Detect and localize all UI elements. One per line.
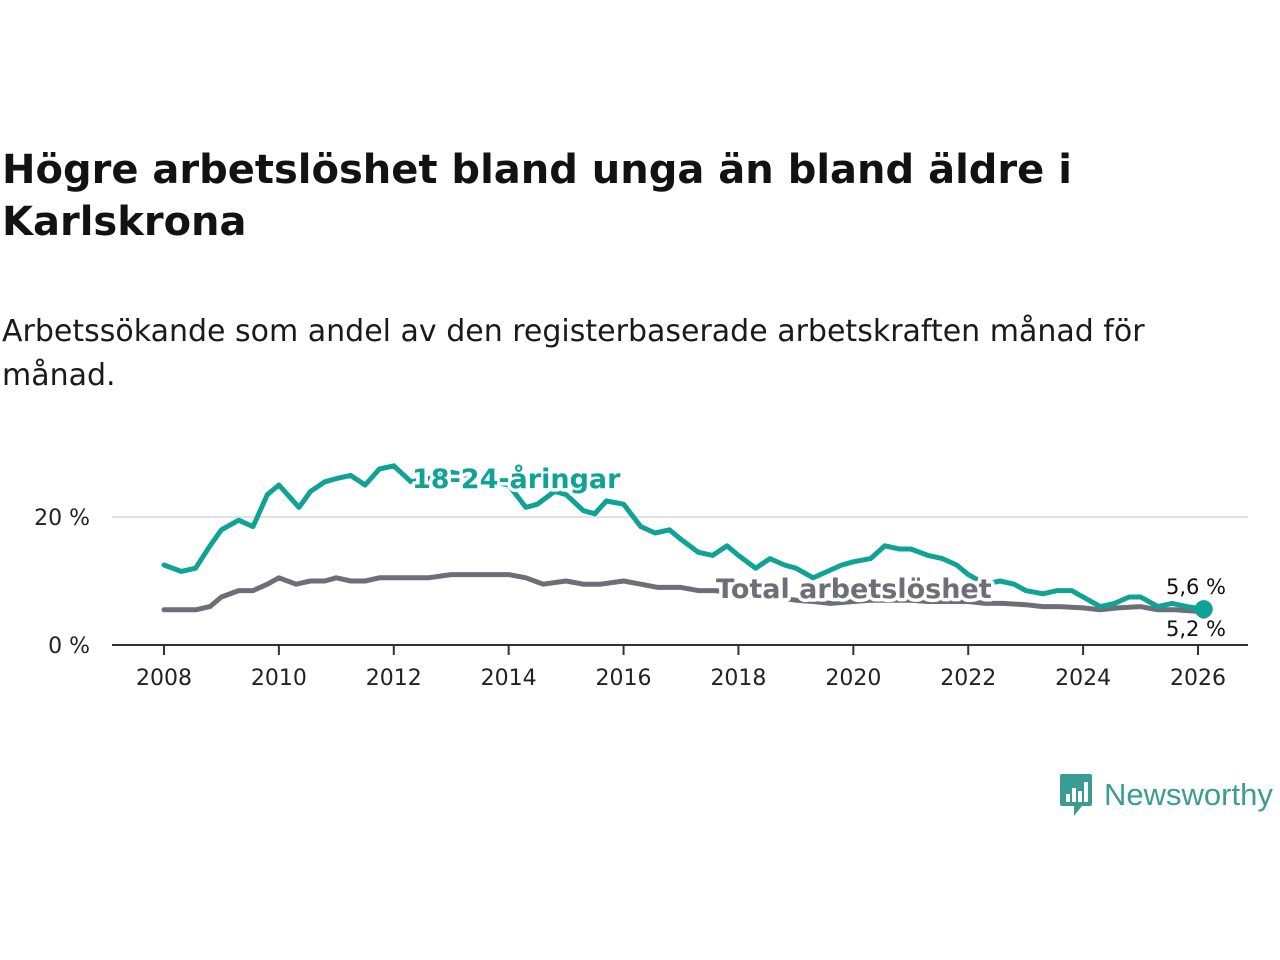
x-tick-label: 2016 (596, 666, 652, 691)
chart-subtitle: Arbetssökande som andel av den registerb… (2, 314, 1145, 393)
chart-title: Högre arbetslöshet bland unga än bland ä… (2, 147, 1072, 245)
series-label-total: Total arbetslöshet (716, 574, 992, 605)
newsworthy-logo-icon (1060, 774, 1092, 816)
end-label-total: 5,2 % (1166, 617, 1226, 641)
newsworthy-logo-text: Newsworthy (1104, 777, 1273, 812)
newsworthy-logo: Newsworthy (1058, 770, 1273, 820)
series-label-youth-halo: 18-24-åringar (412, 463, 621, 495)
end-point-youth (1194, 600, 1213, 619)
x-tick-label: 2024 (1055, 666, 1111, 691)
series-label-youth: 18-24-åringar (412, 463, 621, 495)
x-tick-label: 2022 (940, 666, 996, 691)
x-tick-label: 2014 (481, 666, 537, 691)
series-line-youth (161, 463, 1207, 612)
x-tick-label: 2012 (366, 666, 422, 691)
series-label-total-halo: Total arbetslöshet (716, 574, 992, 605)
end-label-youth: 5,6 % (1166, 575, 1226, 599)
series-line-total (161, 572, 1207, 615)
x-tick-label: 2018 (710, 666, 766, 691)
y-tick-label: 0 % (48, 634, 90, 659)
x-tick-label: 2008 (136, 666, 192, 691)
y-tick-label: 20 % (34, 506, 90, 531)
x-tick-label: 2010 (251, 666, 307, 691)
x-tick-label: 2020 (825, 666, 881, 691)
x-tick-label: 2026 (1170, 666, 1226, 691)
